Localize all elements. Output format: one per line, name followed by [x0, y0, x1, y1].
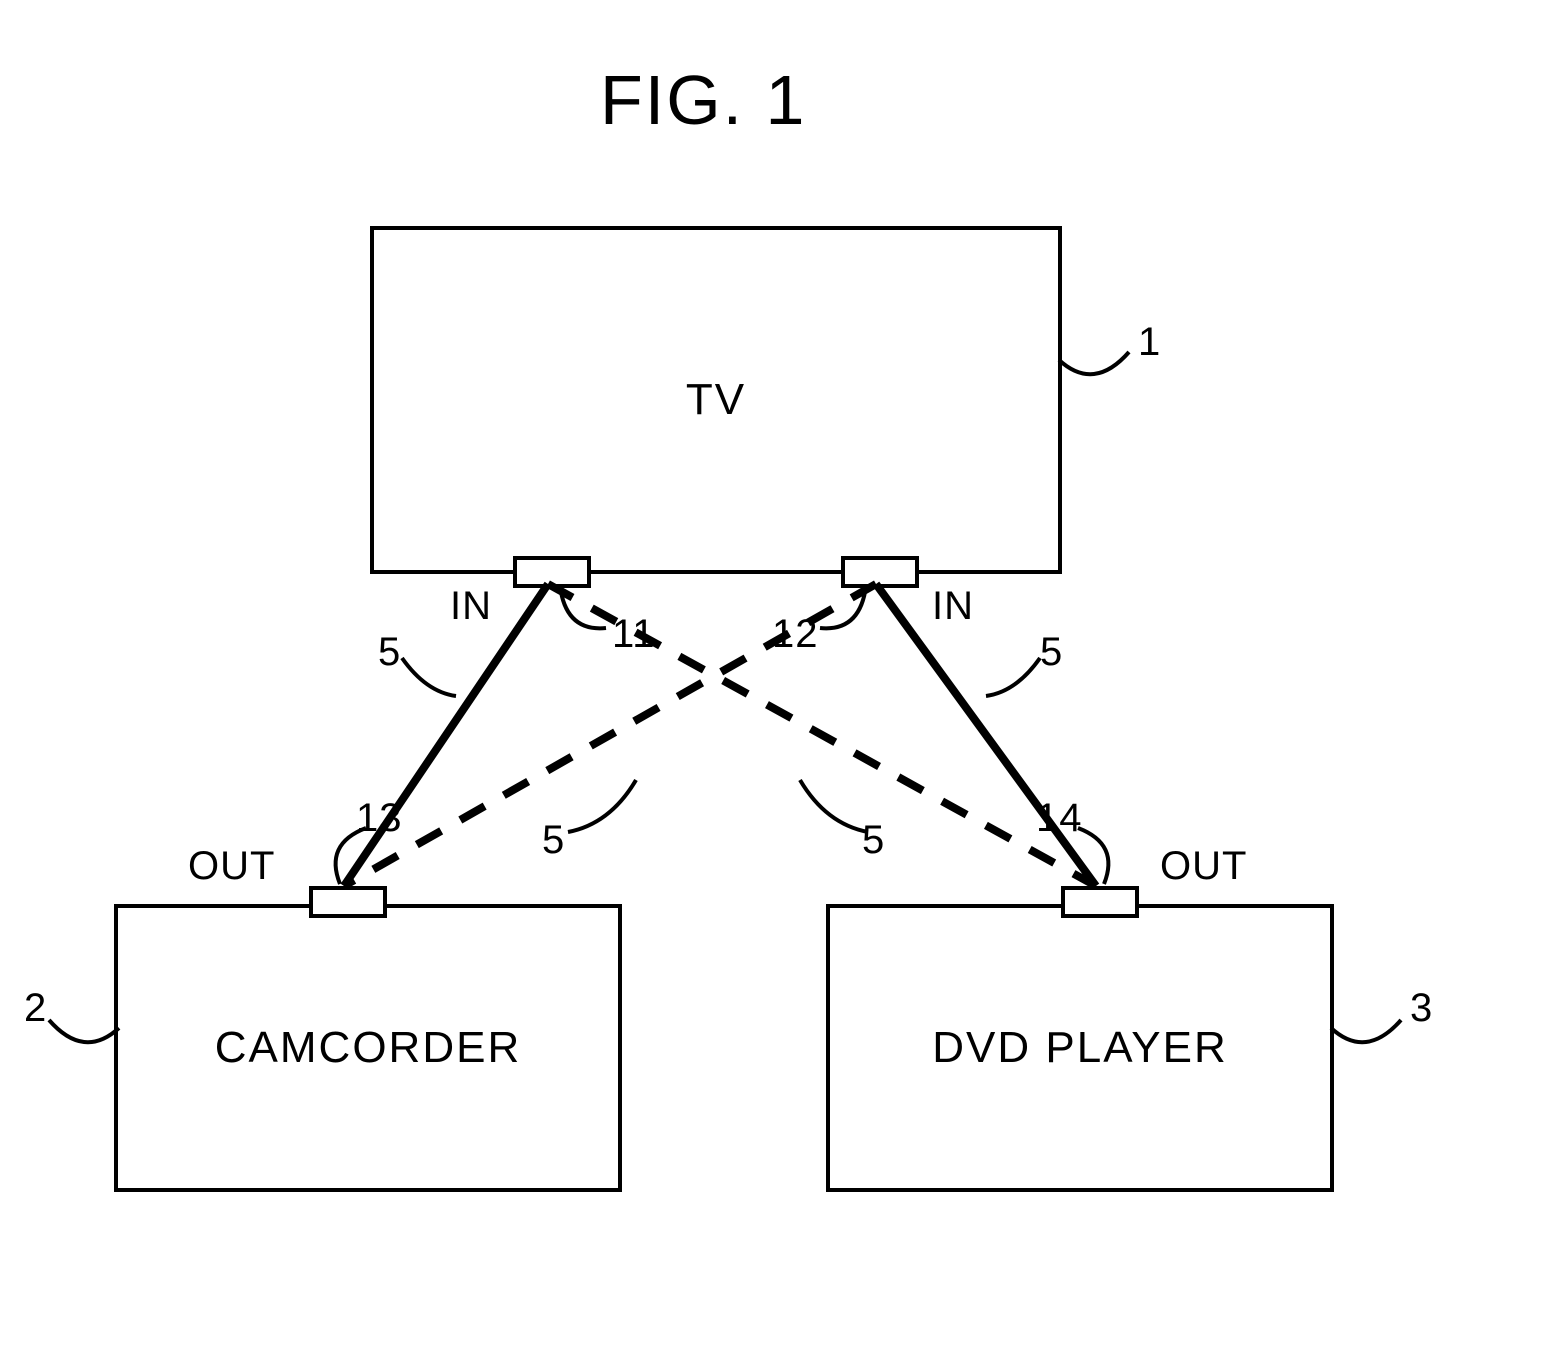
- edge-tv-left-camcorder: [344, 584, 548, 886]
- edges-layer: [0, 0, 1556, 1369]
- ref-edge-5-a: 5: [378, 630, 401, 675]
- ref-edge-5-c: 5: [542, 818, 565, 863]
- ref-edge-5-d: 5: [862, 818, 885, 863]
- leader-edge-5-b: [966, 652, 1046, 712]
- leader-edge-5-c: [560, 774, 650, 844]
- leader-edge-5-a: [396, 652, 476, 712]
- ref-edge-5-b: 5: [1040, 630, 1063, 675]
